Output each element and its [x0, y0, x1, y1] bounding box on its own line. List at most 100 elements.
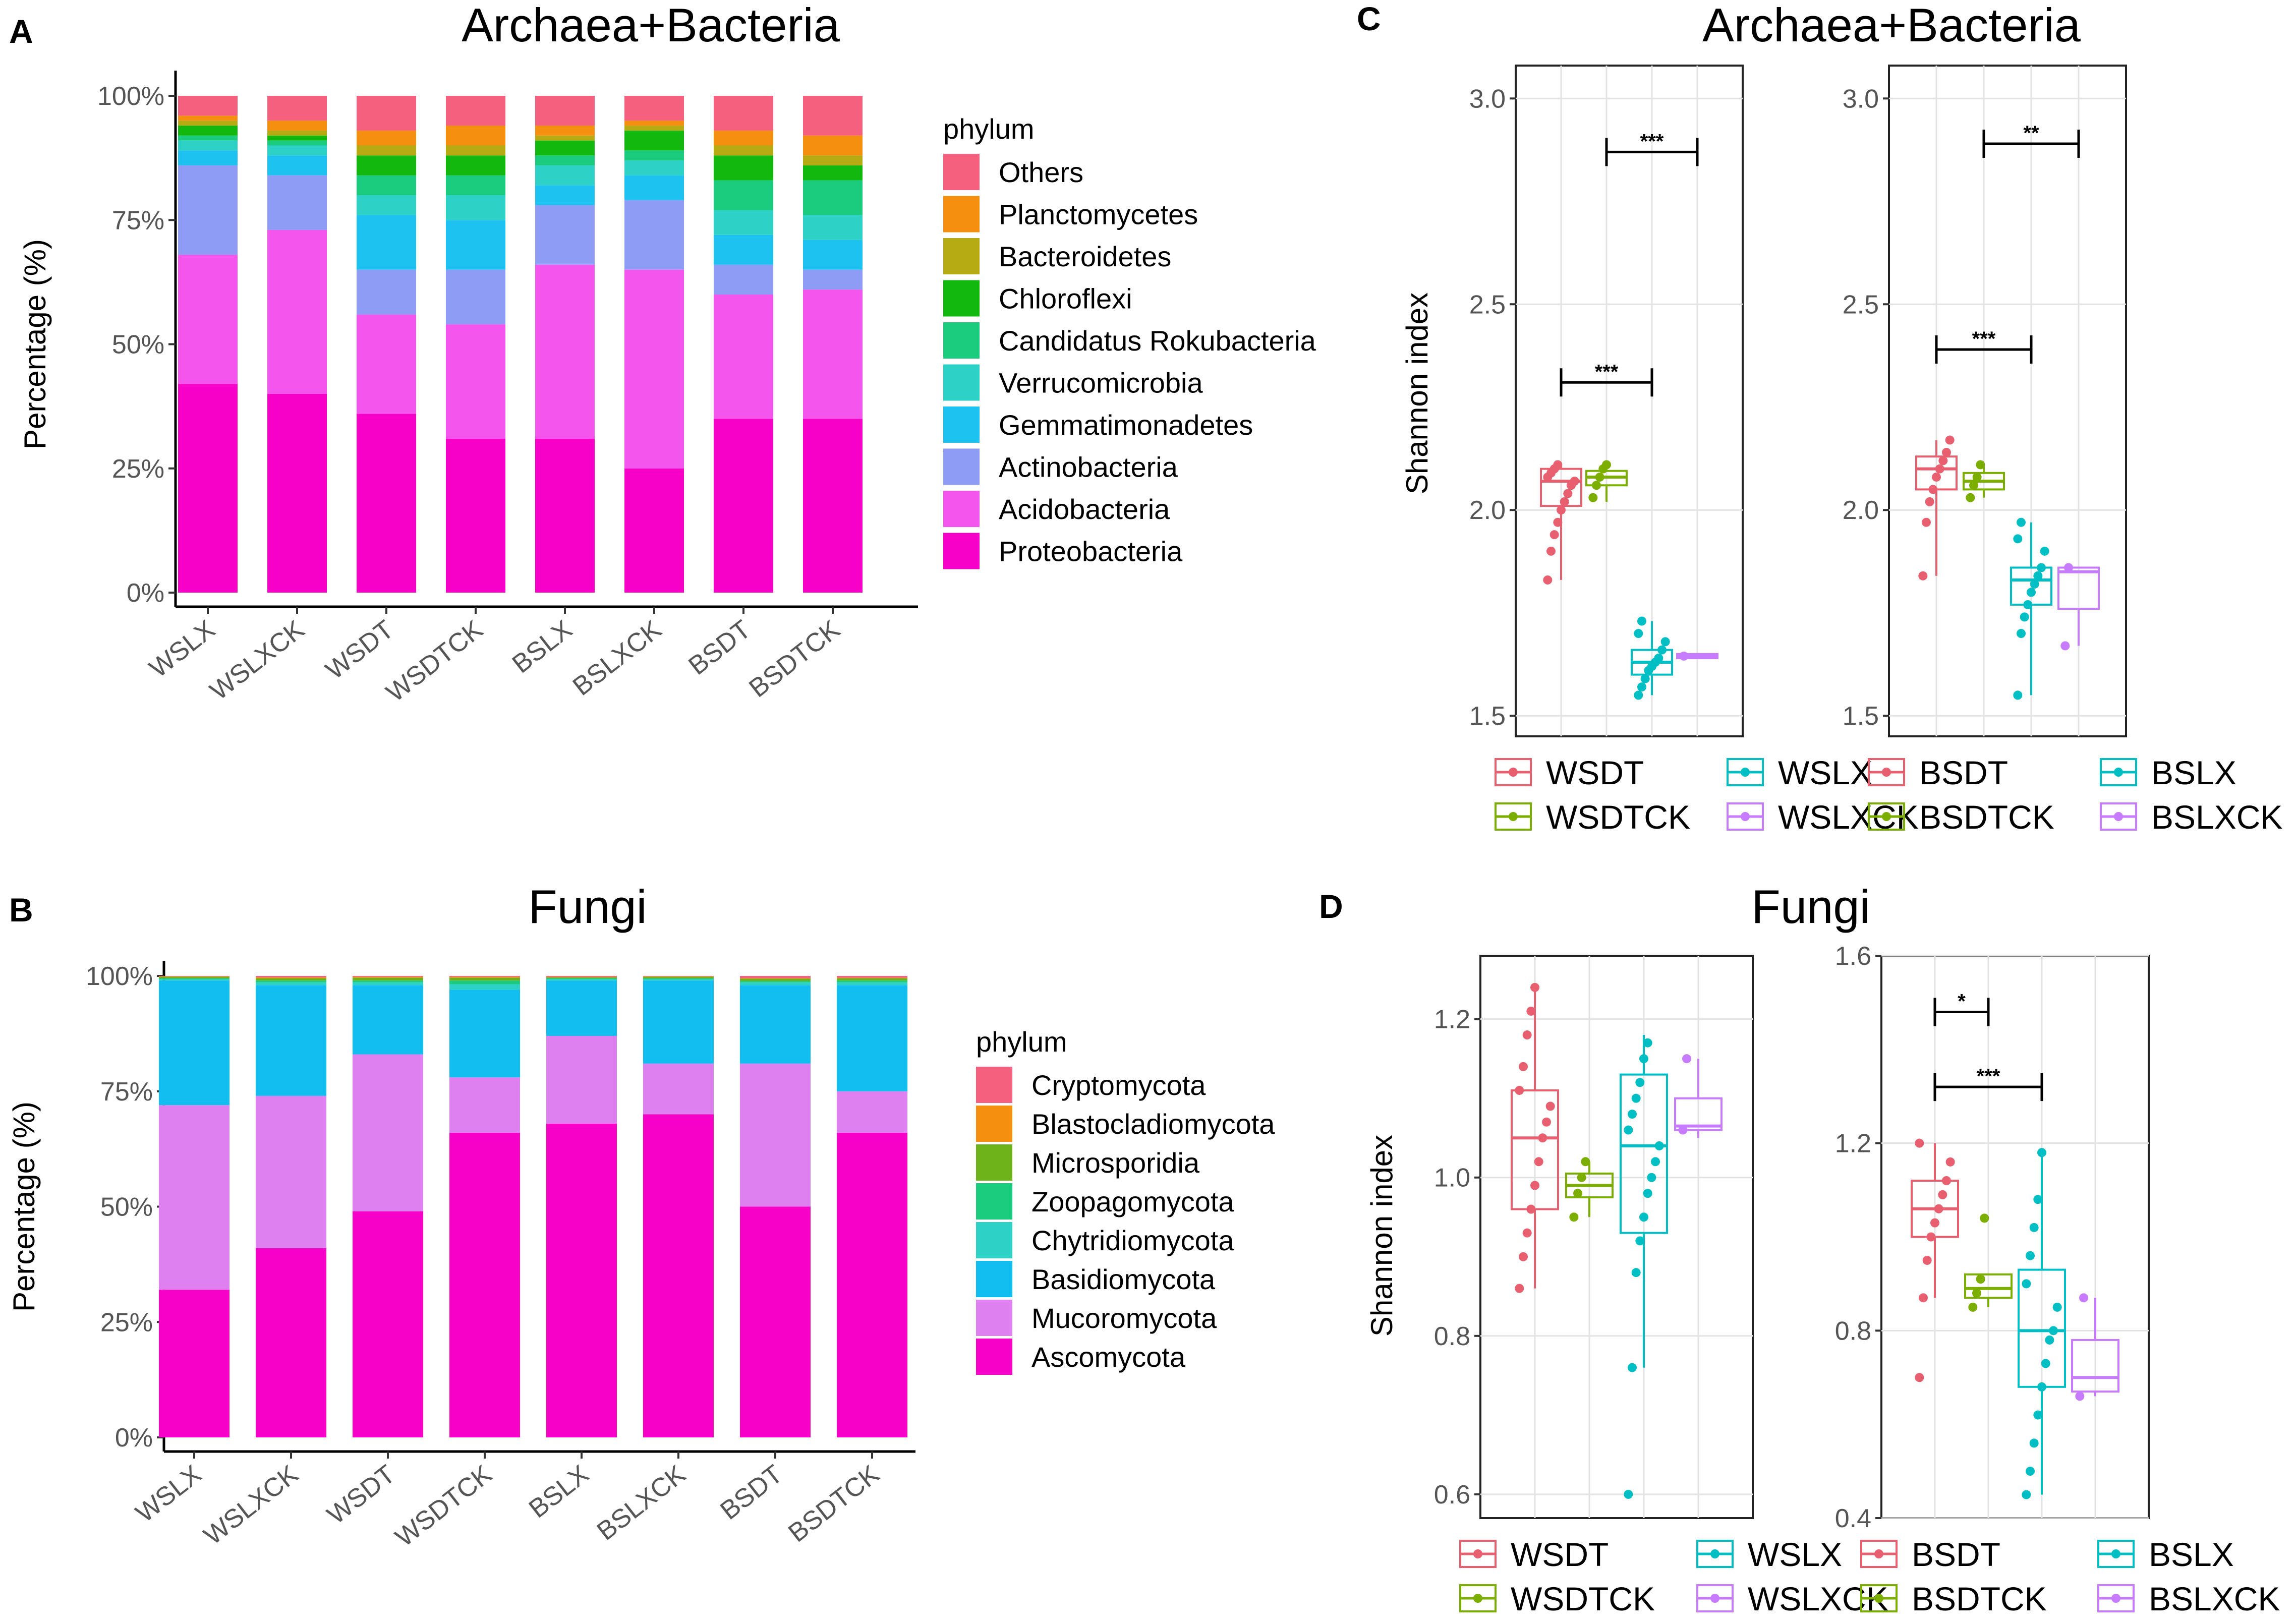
- data-point: [1563, 489, 1573, 498]
- significance-label: ***: [1972, 328, 1996, 350]
- bar-segment-cryptomycota: [449, 976, 520, 977]
- bar-segment-mucoromycota: [546, 1035, 617, 1124]
- bar-segment-chytridiomycota: [837, 982, 907, 985]
- bar-segment-bacteroidetes: [178, 121, 238, 126]
- bar-segment-zoopagomycota: [837, 980, 907, 982]
- data-point: [1968, 1302, 1978, 1312]
- legend-item: Planctomycetes: [999, 199, 1198, 230]
- title-b: Fungi: [528, 880, 647, 933]
- bar-segment-bacteroidetes: [714, 145, 773, 156]
- bar-segment-ascomycota: [159, 1290, 230, 1437]
- bar-segment-acidobacteria: [535, 264, 595, 439]
- panel-label-a: A: [9, 13, 33, 50]
- data-point: [2013, 534, 2023, 544]
- bar-segment-verrucomicrobia: [178, 140, 238, 151]
- data-point: [1573, 1189, 1582, 1198]
- bar-segment-others: [535, 96, 595, 126]
- bar-segment-gemmatimonadetes: [446, 220, 505, 270]
- bar-segment-others: [178, 96, 238, 116]
- bar-segment-mucoromycota: [837, 1091, 907, 1133]
- bar-segment-cryptomycota: [353, 976, 423, 977]
- bar-segment-chloroflexi: [357, 155, 416, 176]
- y-axis-title: Percentage (%): [7, 1101, 41, 1312]
- legend-swatch: [943, 448, 980, 485]
- data-point: [1966, 493, 1975, 502]
- data-point: [1918, 571, 1928, 581]
- panel-label-b: B: [9, 891, 33, 929]
- data-point: [1637, 616, 1646, 626]
- data-point: [2022, 1490, 2031, 1499]
- data-point: [1942, 447, 1951, 457]
- x-tick-label: BSDT: [715, 1460, 788, 1526]
- bar-segment-gemmatimonadetes: [624, 175, 684, 200]
- bar-segment-actinobacteria: [535, 205, 595, 265]
- x-tick-label: BSLX: [524, 1460, 595, 1524]
- bar-segment-zoopagomycota: [159, 978, 230, 979]
- legend-item: Cryptomycota: [1031, 1069, 1206, 1101]
- bar-segment-verrucomicrobia: [714, 210, 773, 235]
- data-point: [1526, 1006, 1536, 1016]
- legend-key-point: [1741, 812, 1750, 821]
- y-tick-label: 2.0: [1843, 496, 1879, 525]
- bar-segment-actinobacteria: [178, 165, 238, 255]
- legend-swatch: [943, 238, 980, 274]
- bar-segment-zoopagomycota: [740, 981, 811, 982]
- legend-key-point: [2114, 812, 2123, 821]
- bar-segment-blastocladiomycota: [159, 976, 230, 977]
- y-tick-label: 0.6: [1434, 1480, 1470, 1510]
- legend-item: WSLX: [1748, 1536, 1842, 1573]
- x-tick-label: WSDTCK: [381, 615, 489, 708]
- y-tick-label: 1.2: [1835, 1129, 1871, 1158]
- data-point: [1682, 1054, 1691, 1064]
- legend-item: Others: [999, 156, 1083, 188]
- data-point: [1643, 1038, 1652, 1048]
- bar-segment-chytridiomycota: [256, 982, 326, 985]
- data-point: [2022, 1279, 2031, 1289]
- y-tick-label: 2.5: [1843, 290, 1879, 319]
- legend-key-point: [1473, 1549, 1482, 1558]
- data-point: [1639, 1054, 1648, 1064]
- data-point: [2033, 571, 2043, 581]
- bar-segment-zoopagomycota: [256, 980, 326, 982]
- legend-swatch: [943, 364, 980, 401]
- bar-segment-candidatus-rokubacteria: [446, 175, 505, 195]
- data-point: [1515, 1284, 1524, 1293]
- bar-segment-bacteroidetes: [624, 126, 684, 131]
- data-point: [1643, 1189, 1652, 1198]
- legend-key-point: [2114, 768, 2123, 777]
- legend-swatch: [976, 1339, 1012, 1375]
- legend-item: BSLXCK: [2151, 798, 2282, 836]
- legend-key-point: [1874, 1594, 1883, 1603]
- bar-segment-chloroflexi: [535, 140, 595, 156]
- data-point: [1631, 1268, 1641, 1278]
- data-point: [1545, 1101, 1555, 1111]
- data-point: [1522, 1228, 1532, 1238]
- bar-segment-planctomycetes: [803, 135, 863, 156]
- bar-segment-acidobacteria: [178, 255, 238, 384]
- significance-label: ***: [1640, 130, 1664, 152]
- data-point: [1678, 1125, 1688, 1135]
- bar-segment-gemmatimonadetes: [803, 240, 863, 270]
- legend-key-point: [1882, 812, 1891, 821]
- legend-swatch: [943, 280, 980, 317]
- bar-segment-zoopagomycota: [643, 978, 714, 979]
- legend-swatch: [976, 1183, 1012, 1220]
- panel-label-d: D: [1319, 888, 1343, 925]
- bar-segment-planctomycetes: [267, 121, 327, 131]
- bar-segment-blastocladiomycota: [256, 977, 326, 978]
- bar-segment-proteobacteria: [803, 419, 863, 593]
- legend-item: Chloroflexi: [999, 283, 1132, 315]
- legend-item: BSLXCK: [2149, 1580, 2280, 1617]
- bar-segment-acidobacteria: [357, 314, 416, 414]
- legend-item: Gemmatimonadetes: [999, 409, 1253, 441]
- data-point: [1581, 1157, 1590, 1167]
- y-tick-label: 0%: [115, 1423, 153, 1453]
- data-point: [1919, 1293, 1928, 1303]
- bar-segment-proteobacteria: [357, 414, 416, 593]
- bar-segment-microsporidia: [159, 976, 230, 978]
- bar-segment-verrucomicrobia: [624, 160, 684, 176]
- legend-key-point: [1473, 1594, 1482, 1603]
- bar-segment-mucoromycota: [159, 1105, 230, 1290]
